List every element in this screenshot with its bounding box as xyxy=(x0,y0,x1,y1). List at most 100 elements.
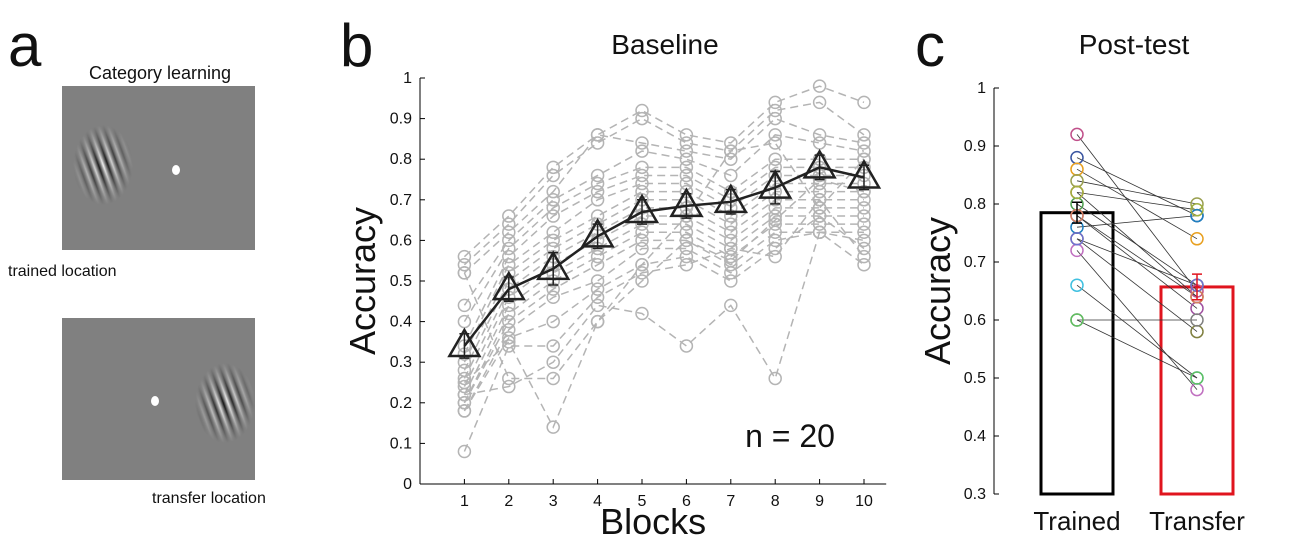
subject-point xyxy=(635,144,649,158)
subject-point xyxy=(857,249,871,264)
subject-line xyxy=(463,166,864,347)
subject-point xyxy=(635,176,649,191)
subject-point xyxy=(546,193,560,207)
subject-point xyxy=(546,290,560,304)
subject-point xyxy=(590,290,605,304)
subject-point xyxy=(1190,203,1204,217)
x-tick-label: 2 xyxy=(504,493,513,510)
subject-point xyxy=(812,128,827,142)
subject-point xyxy=(502,335,516,349)
subject-point xyxy=(457,404,472,418)
subject-point xyxy=(1070,185,1084,200)
subject-line xyxy=(463,223,864,404)
subject-point xyxy=(1190,232,1204,246)
subject-point xyxy=(502,371,516,386)
subject-point xyxy=(502,314,516,329)
subject-point xyxy=(546,233,560,248)
subject-point xyxy=(724,298,738,313)
subject-line xyxy=(463,134,865,306)
x-tick-label: 3 xyxy=(549,493,558,510)
y-tick-label: 0.1 xyxy=(390,435,412,452)
subject-point xyxy=(590,184,605,199)
subject-point xyxy=(546,201,560,215)
subject-point xyxy=(768,103,782,118)
subject-point xyxy=(724,217,738,231)
subject-point xyxy=(546,339,560,353)
subject-point xyxy=(768,249,782,264)
axis-label: Blocks xyxy=(600,501,706,542)
subject-point xyxy=(857,144,871,158)
panel-a: a Category learning trained location tra… xyxy=(8,12,266,507)
pair-line xyxy=(1076,157,1198,216)
subject-point xyxy=(457,298,472,313)
y-tick-label: 0.6 xyxy=(964,312,986,329)
y-tick-label: 0.4 xyxy=(964,428,986,445)
subject-line xyxy=(463,207,864,387)
mean-marker xyxy=(758,169,793,199)
subject-line xyxy=(463,215,864,396)
y-tick-label: 0.9 xyxy=(390,111,412,128)
x-tick-label: 9 xyxy=(815,493,824,510)
subject-point xyxy=(812,225,827,240)
y-tick-label: 0.5 xyxy=(964,370,986,387)
subject-point xyxy=(679,160,694,175)
subject-point xyxy=(679,144,694,158)
panel-label: a xyxy=(8,12,42,79)
subject-point xyxy=(457,249,472,264)
bar xyxy=(1159,285,1235,496)
subject-line xyxy=(463,178,865,429)
subject-point xyxy=(635,136,649,150)
subject-point xyxy=(502,209,516,223)
subject-point xyxy=(857,209,871,223)
x-tick-label: Trained xyxy=(1033,506,1120,536)
subject-point xyxy=(590,193,605,207)
pair-line xyxy=(1076,319,1198,379)
subject-point xyxy=(590,176,605,191)
y-tick-label: 0.7 xyxy=(390,192,412,209)
subject-line xyxy=(463,117,865,274)
subject-point xyxy=(857,225,871,240)
subject-point xyxy=(857,128,871,142)
subject-point xyxy=(457,444,472,459)
subject-point xyxy=(546,184,560,199)
subject-point xyxy=(679,128,694,142)
subject-point xyxy=(590,314,605,329)
chart-title: Baseline xyxy=(611,29,718,60)
subject-point xyxy=(635,241,649,256)
subject-point xyxy=(546,371,560,386)
subject-point xyxy=(590,168,605,183)
subject-point xyxy=(546,168,560,183)
y-tick-label: 0.4 xyxy=(390,314,412,331)
x-tick-label: 6 xyxy=(682,493,691,510)
subject-line xyxy=(463,85,865,258)
caption: trained location xyxy=(8,263,117,280)
subject-point xyxy=(635,168,649,183)
subject-point xyxy=(768,111,782,126)
subject-point xyxy=(1070,313,1084,327)
y-tick-label: 1 xyxy=(977,80,986,97)
subject-point xyxy=(590,249,605,264)
subject-point xyxy=(679,152,694,166)
subject-point xyxy=(635,274,649,288)
subject-point xyxy=(679,241,694,256)
subject-line xyxy=(464,231,865,396)
fixation-dot xyxy=(172,165,180,175)
subject-point xyxy=(1190,208,1204,223)
subject-point xyxy=(724,258,738,272)
subject-point xyxy=(546,420,560,434)
subject-point xyxy=(724,144,738,158)
axis-label: Accuracy xyxy=(342,207,383,355)
subject-point xyxy=(546,209,560,223)
annotation: n = 20 xyxy=(745,418,835,454)
x-tick-label: 5 xyxy=(638,493,647,510)
mean-marker xyxy=(536,250,571,281)
subject-point xyxy=(679,233,694,248)
subject-point xyxy=(768,152,782,166)
y-tick-label: 0.3 xyxy=(390,354,412,371)
subject-point xyxy=(857,258,871,272)
mean-marker xyxy=(447,327,482,358)
subject-point xyxy=(635,103,649,118)
subject-point xyxy=(768,136,782,150)
subject-point xyxy=(546,225,560,240)
subject-line xyxy=(463,190,864,371)
